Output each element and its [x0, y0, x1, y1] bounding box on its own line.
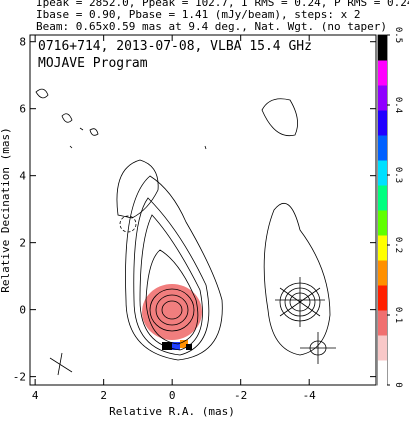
contour — [35, 88, 207, 150]
intensity-blob — [142, 284, 202, 340]
y-tick-label: 8 — [19, 36, 26, 49]
x-tick-label: 4 — [32, 389, 39, 402]
pixel — [162, 342, 172, 350]
pixel — [180, 340, 188, 348]
y-tick-label: 2 — [19, 237, 26, 250]
colorbar-cell — [378, 160, 387, 186]
contour-map — [35, 88, 336, 376]
x-axis-label: Relative R.A. (mas) — [109, 405, 235, 418]
contour — [125, 175, 223, 361]
y-axis-label: Relative Decination (mas) — [0, 127, 12, 293]
colorbar-tick-label: 0.3 — [393, 167, 403, 183]
x-tick-label: -4 — [303, 389, 317, 402]
pixel — [186, 344, 192, 350]
colorbar-cell — [378, 210, 387, 236]
y-tick-label: 4 — [19, 170, 26, 183]
contour — [261, 98, 298, 137]
contour — [116, 159, 159, 219]
y-tick-label: 0 — [19, 304, 26, 317]
chart-subtitle: MOJAVE Program — [38, 56, 148, 71]
colorbar-cell — [378, 235, 387, 261]
contour — [139, 214, 203, 351]
colorbar-tick-label: 0.1 — [393, 307, 403, 323]
header-line: Beam: 0.65x0.59 mas at 9.4 deg., Nat. Wg… — [36, 20, 387, 33]
beam-cross — [49, 352, 73, 376]
x-tick-label: 2 — [100, 389, 107, 402]
colorbar-cell — [378, 110, 387, 136]
colorbar-tick-label: 0.2 — [393, 237, 403, 253]
x-tick-label: 0 — [169, 389, 176, 402]
colorbar-tick-label: 0.5 — [393, 27, 403, 43]
colorbar-cell — [378, 360, 387, 386]
colorbar-cell — [378, 85, 387, 111]
contour — [161, 300, 183, 320]
y-tick-label: -2 — [13, 371, 26, 384]
chart-title: 0716+714, 2013-07-08, VLBA 15.4 GHz — [38, 39, 312, 54]
colorbar-cell — [378, 185, 387, 211]
contour — [263, 203, 331, 356]
contour — [119, 215, 137, 233]
colorbar-cell — [378, 285, 387, 311]
polarization-ticks — [300, 332, 336, 364]
contour — [149, 288, 195, 332]
colorbar-cell — [378, 35, 387, 61]
y-tick-label: 6 — [19, 103, 26, 116]
colorbar-cell — [378, 260, 387, 286]
contour — [133, 197, 210, 356]
polarization-ticks — [275, 277, 325, 327]
colorbar-tick-label: 0.4 — [393, 97, 403, 113]
contour — [155, 294, 189, 326]
colorbar-cell — [378, 335, 387, 361]
colorbar-tick-label: 0 — [393, 382, 403, 387]
header-line: Ipeak = 2852.0, Ppeak = 102.7, I RMS = 0… — [36, 0, 409, 9]
header-line: Ibase = 0.90, Pbase = 1.41 (mJy/beam), s… — [36, 8, 361, 21]
colorbar-cell — [378, 60, 387, 86]
x-tick-label: -2 — [234, 389, 247, 402]
pixel — [172, 342, 180, 350]
contour — [145, 249, 199, 345]
colorbar-cell — [378, 310, 387, 336]
plot-frame — [29, 34, 377, 386]
colorbar-cell — [378, 135, 387, 161]
